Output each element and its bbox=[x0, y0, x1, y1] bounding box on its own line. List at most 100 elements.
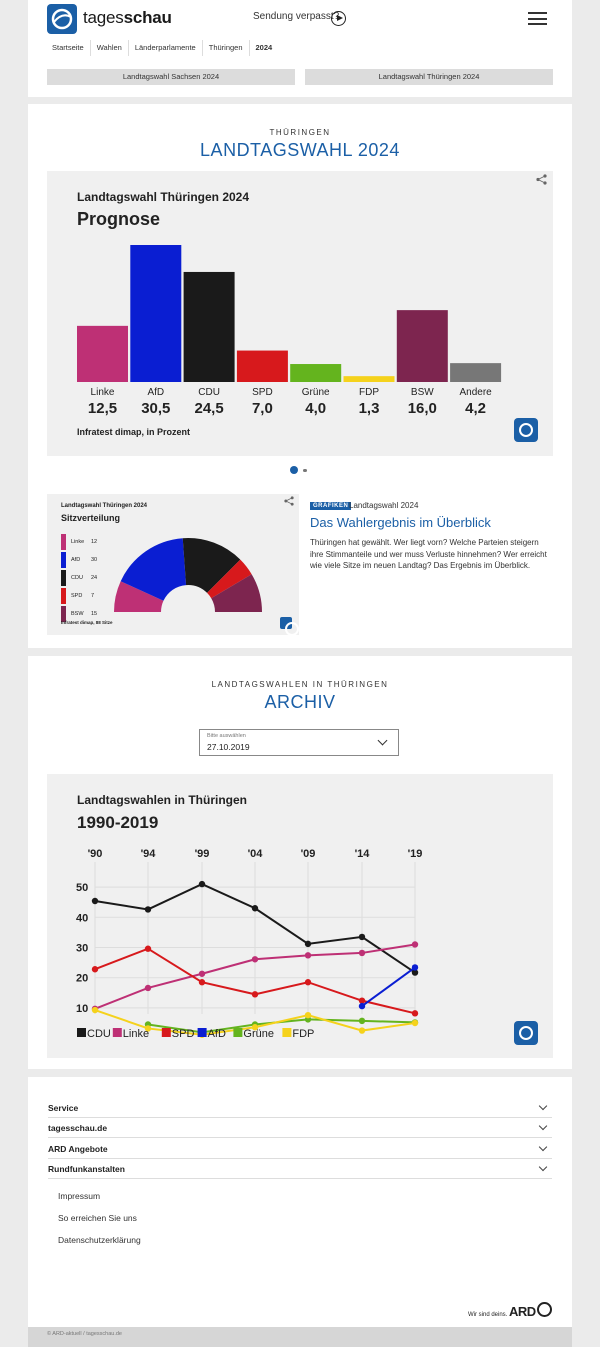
pill-thueringen[interactable]: Landtagswahl Thüringen 2024 bbox=[305, 69, 553, 85]
y-tick-label: 20 bbox=[76, 973, 88, 985]
accordion-rundfunkanstalten[interactable]: Rundfunkanstalten bbox=[48, 1159, 552, 1179]
bar-value-label: 7,0 bbox=[251, 400, 273, 417]
prognose-card[interactable]: Landtagswahl Thüringen 2024 Prognose Lin… bbox=[47, 171, 553, 456]
tagesschau-badge-icon bbox=[280, 617, 299, 636]
bar-value-label: 4,2 bbox=[465, 400, 487, 417]
share-icon[interactable] bbox=[284, 496, 294, 509]
legend-swatch bbox=[61, 534, 66, 550]
seat-slice-spd bbox=[207, 559, 252, 599]
breadcrumb-item[interactable]: Startseite bbox=[48, 40, 91, 56]
point-spd bbox=[251, 991, 259, 998]
bar-category-label: SPD bbox=[252, 387, 273, 398]
share-icon[interactable] bbox=[536, 174, 547, 188]
x-tick-label: '94 bbox=[141, 848, 157, 860]
breadcrumb-item[interactable]: Länderparlamente bbox=[129, 40, 203, 56]
legend-swatch bbox=[61, 570, 66, 586]
x-tick-label: '99 bbox=[195, 848, 210, 860]
legend-swatch-linke bbox=[112, 1028, 122, 1037]
point-cdu bbox=[198, 880, 206, 888]
bar-spd bbox=[236, 350, 288, 382]
legend-party: SPD bbox=[71, 593, 83, 599]
point-fdp bbox=[144, 1025, 152, 1032]
point-cdu bbox=[251, 905, 259, 912]
archive-line-chart: '90 '94 '99 '04 '09 '14 '19 10 20 30 40 50 CDU Linke S… bbox=[76, 848, 422, 1040]
chevron-down-icon bbox=[538, 1101, 548, 1111]
accordion-tagesschau[interactable]: tagesschau.de bbox=[48, 1118, 552, 1138]
footer-link-datenschutz[interactable]: Datenschutzerklärung bbox=[58, 1235, 141, 1245]
bar-category-label: BSW bbox=[410, 387, 434, 398]
sendung-verpasst-link[interactable]: Sendung verpasst? bbox=[253, 11, 340, 22]
legend-seats: 24 bbox=[91, 575, 98, 581]
footer-link-impressum[interactable]: Impressum bbox=[58, 1191, 101, 1201]
carousel-dot[interactable] bbox=[303, 468, 307, 472]
y-tick-label: 40 bbox=[76, 912, 88, 924]
chevron-down-icon bbox=[538, 1142, 548, 1152]
point-linke bbox=[144, 984, 152, 992]
play-icon[interactable] bbox=[331, 11, 346, 26]
legend-label: SPD bbox=[172, 1028, 195, 1040]
pill-sachsen[interactable]: Landtagswahl Sachsen 2024 bbox=[47, 69, 295, 85]
logo-wordmark[interactable]: tagesschau bbox=[83, 8, 172, 27]
legend-swatch-spd bbox=[161, 1028, 171, 1037]
legend-seats: 15 bbox=[91, 611, 98, 617]
tagesschau-badge-icon bbox=[514, 418, 538, 442]
point-afd bbox=[411, 964, 419, 971]
seat-slice-cdu bbox=[182, 538, 241, 593]
site-footer: Service tagesschau.de ARD Angebote Rundf… bbox=[28, 1077, 572, 1327]
point-cdu bbox=[304, 940, 312, 948]
bar-category-label: Grüne bbox=[301, 387, 330, 398]
breadcrumb-item[interactable]: Wahlen bbox=[91, 40, 129, 56]
legend-party: BSW bbox=[71, 611, 84, 617]
seats-title-big: Sitzverteilung bbox=[61, 513, 121, 523]
carousel-dot-active[interactable] bbox=[290, 466, 298, 474]
tagesschau-badge-icon bbox=[514, 1021, 538, 1045]
legend-seats: 12 bbox=[91, 539, 98, 545]
point-grüne bbox=[358, 1017, 366, 1025]
accordion-service[interactable]: Service bbox=[48, 1098, 552, 1118]
election-date-select[interactable]: Bitte auswählen 27.10.2019 bbox=[199, 729, 399, 756]
seats-half-donut bbox=[114, 538, 262, 612]
archive-card[interactable]: Landtagswahlen in Thüringen 1990-2019 '9… bbox=[47, 774, 553, 1058]
point-fdp bbox=[91, 1006, 99, 1014]
teaser-badge: GRAFIKEN bbox=[310, 502, 352, 510]
section-kicker: THÜRINGEN bbox=[269, 128, 331, 137]
legend-swatch bbox=[61, 606, 66, 622]
bar-value-label: 1,3 bbox=[358, 400, 380, 417]
bar-value-label: 16,0 bbox=[407, 400, 437, 417]
bar-fdp bbox=[343, 376, 395, 382]
seat-slice-bsw bbox=[211, 574, 262, 612]
legend-swatch bbox=[61, 552, 66, 568]
bar-category-label: Andere bbox=[459, 387, 492, 398]
seats-card[interactable]: Landtagswahl Thüringen 2024 Sitzverteilu… bbox=[47, 494, 299, 636]
breadcrumb-item[interactable]: Thüringen bbox=[203, 40, 250, 56]
archive-kicker: LANDTAGSWAHLEN IN THÜRINGEN bbox=[211, 680, 389, 689]
y-tick-label: 10 bbox=[76, 1003, 88, 1015]
legend-party: CDU bbox=[71, 575, 83, 581]
breadcrumb: Startseite Wahlen Länderparlamente Thüri… bbox=[48, 39, 278, 57]
teaser-title[interactable]: Das Wahlergebnis im Überblick bbox=[310, 515, 491, 530]
footer-link-kontakt[interactable]: So erreichen Sie uns bbox=[58, 1213, 137, 1223]
tagesschau-logo-icon[interactable] bbox=[47, 4, 77, 34]
point-linke bbox=[198, 970, 206, 977]
point-spd bbox=[144, 945, 152, 952]
chevron-down-icon bbox=[538, 1121, 548, 1131]
x-tick-label: '04 bbox=[248, 848, 264, 860]
ard-logo-icon[interactable] bbox=[537, 1302, 552, 1317]
point-cdu bbox=[358, 933, 366, 941]
bar-cdu bbox=[183, 271, 235, 382]
point-linke bbox=[304, 952, 312, 959]
legend-party: AfD bbox=[71, 557, 81, 563]
archive-title: ARCHIV bbox=[264, 692, 336, 712]
bar-category-label: Linke bbox=[90, 387, 115, 398]
bar-category-label: AfD bbox=[147, 387, 165, 398]
archive-title-big: 1990-2019 bbox=[77, 813, 159, 832]
accordion-label: Service bbox=[48, 1103, 79, 1113]
point-linke bbox=[411, 941, 419, 948]
copyright: © ARD-aktuell / tagesschau.de bbox=[28, 1327, 572, 1347]
select-label: Bitte auswählen bbox=[207, 733, 246, 739]
ard-claim[interactable]: Wir sind deins. ARD bbox=[468, 1304, 536, 1319]
menu-icon[interactable] bbox=[528, 12, 547, 25]
accordion-ard-angebote[interactable]: ARD Angebote bbox=[48, 1139, 552, 1159]
point-spd bbox=[358, 997, 366, 1004]
legend-swatch-cdu bbox=[77, 1028, 86, 1037]
